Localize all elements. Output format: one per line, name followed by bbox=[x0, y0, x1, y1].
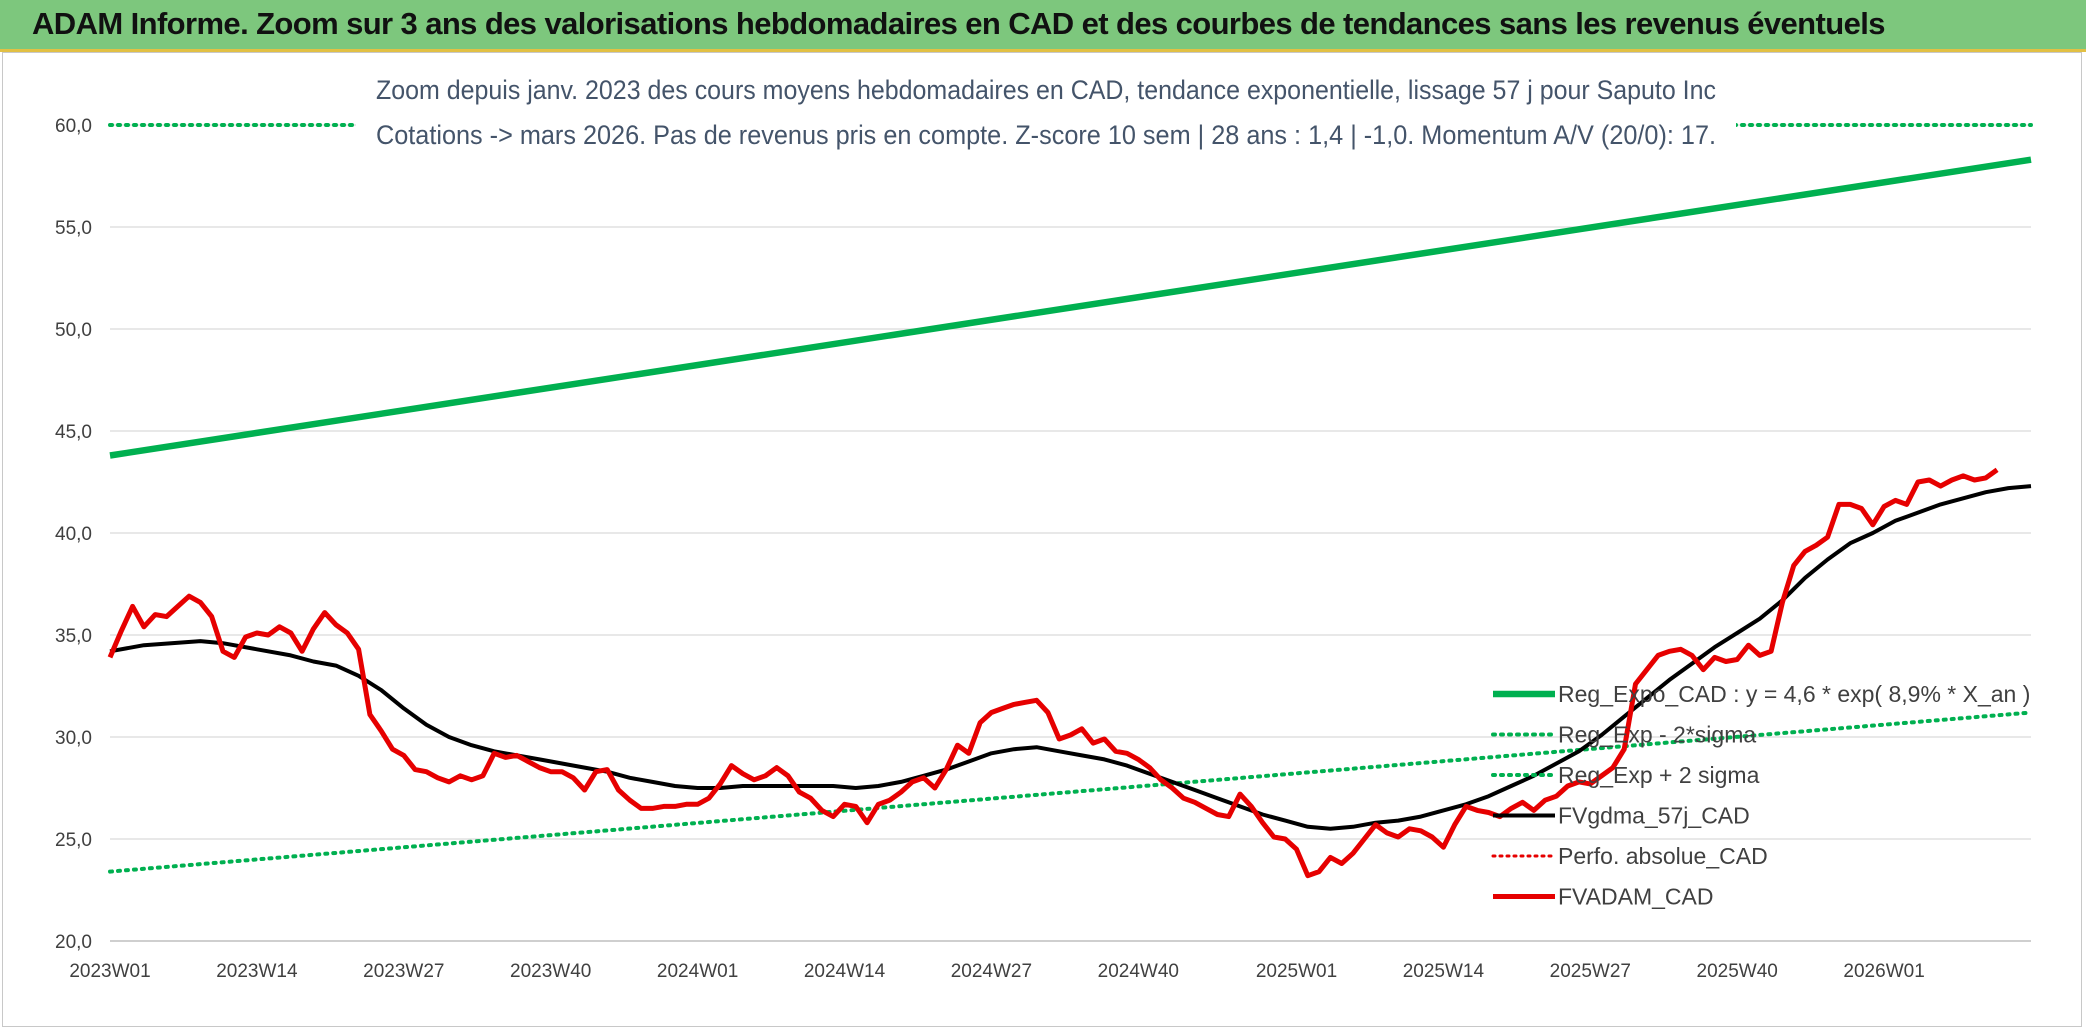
report-title: ADAM Informe. Zoom sur 3 ans des valoris… bbox=[32, 6, 1885, 41]
subtitle-line: Zoom depuis janv. 2023 des cours moyens … bbox=[376, 75, 1716, 105]
legend-label-gdma: FVgdma_57j_CAD bbox=[1558, 803, 1750, 829]
y-axis-ticks: 20,0 25,0 30,0 35,0 40,0 45,0 50,0 55,0 60,0 bbox=[55, 116, 92, 953]
x-tick-label: 2024W14 bbox=[804, 961, 886, 982]
y-tick-label: 40,0 bbox=[55, 524, 92, 545]
series-reg-minus-2sigma-line bbox=[108, 710, 2033, 874]
y-tick-label: 25,0 bbox=[55, 830, 92, 851]
x-tick-label: 2023W14 bbox=[216, 961, 298, 982]
x-tick-label: 2024W27 bbox=[951, 961, 1032, 982]
x-tick-label: 2024W01 bbox=[657, 961, 738, 982]
legend-label-adam: FVADAM_CAD bbox=[1558, 884, 1714, 910]
subtitle-line: Cotations -> mars 2026. Pas de revenus p… bbox=[376, 120, 1716, 150]
legend-label-reg_expo: Reg_Expo_CAD : y = 4,6 * exp( 8,9% * X_a… bbox=[1558, 681, 2030, 707]
y-tick-label: 35,0 bbox=[55, 626, 92, 647]
x-tick-label: 2023W27 bbox=[363, 961, 444, 982]
x-tick-label: 2023W01 bbox=[69, 961, 150, 982]
legend-label-perfo: Perfo. absolue_CAD bbox=[1558, 843, 1768, 869]
series-fvgdma-line bbox=[109, 484, 2032, 831]
x-tick-label: 2026W01 bbox=[1843, 961, 1924, 982]
report-banner: ADAM Informe. Zoom sur 3 ans des valoris… bbox=[0, 0, 2086, 52]
y-tick-label: 45,0 bbox=[55, 422, 92, 443]
legend-label-reg_minus: Reg_Exp - 2*sigma bbox=[1558, 722, 1756, 748]
line-chart: 20,0 25,0 30,0 35,0 40,0 45,0 50,0 55,0 60,0 202… bbox=[55, 61, 2033, 982]
y-tick-label: 20,0 bbox=[55, 932, 92, 953]
x-tick-label: 2025W40 bbox=[1697, 961, 1778, 982]
legend: Reg_Expo_CAD : y = 4,6 * exp( 8,9% * X_a… bbox=[1491, 681, 2030, 910]
gridlines bbox=[110, 124, 2031, 942]
y-tick-label: 60,0 bbox=[55, 116, 92, 137]
x-tick-label: 2023W40 bbox=[510, 961, 591, 982]
subtitle-background bbox=[356, 61, 1736, 161]
x-tick-label: 2025W14 bbox=[1403, 961, 1485, 982]
y-tick-label: 55,0 bbox=[55, 218, 92, 239]
x-tick-label: 2025W01 bbox=[1256, 961, 1337, 982]
chart-subtitle: Zoom depuis janv. 2023 des cours moyens … bbox=[356, 61, 1736, 161]
x-axis-ticks: 2023W01 2023W14 2023W27 2023W40 2024W01 2024W… bbox=[69, 961, 1924, 982]
legend-label-reg_plus: Reg_Exp + 2 sigma bbox=[1558, 762, 1760, 788]
y-tick-label: 30,0 bbox=[55, 728, 92, 749]
y-tick-label: 50,0 bbox=[55, 320, 92, 341]
series-reg-expo-line bbox=[109, 156, 2032, 459]
x-tick-label: 2025W27 bbox=[1550, 961, 1631, 982]
series-fvadam-line bbox=[107, 467, 1999, 879]
x-tick-label: 2024W40 bbox=[1098, 961, 1179, 982]
chart-frame: 20,0 25,0 30,0 35,0 40,0 45,0 50,0 55,0 60,0 202… bbox=[2, 52, 2082, 1027]
